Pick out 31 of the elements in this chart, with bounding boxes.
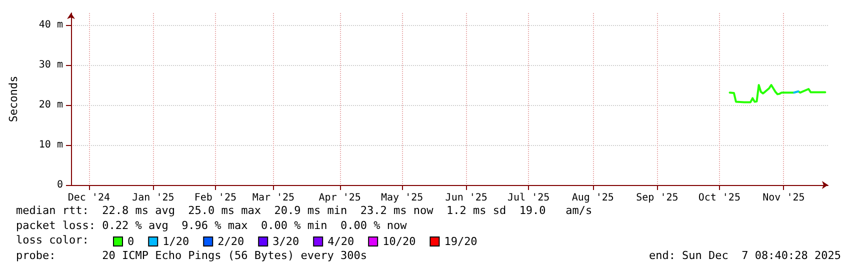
- text: end: Sun Dec 7 08:40:28 2025: [648, 249, 842, 262]
- line-series: [728, 84, 826, 104]
- text: probe: 20 ICMP Echo Pings (56 Bytes) every 300s: [16, 249, 367, 262]
- x-tick-label: May '25: [381, 192, 424, 204]
- y-tick-label: 0: [56, 180, 63, 190]
- legend-title: loss color:: [16, 234, 89, 246]
- x-tick-label: Mar '25: [252, 192, 295, 204]
- y-axis-title: Seconds: [7, 76, 20, 122]
- x-tick-label: Aug '25: [572, 192, 614, 204]
- legend-label: 4/20: [328, 235, 354, 248]
- y-tick-label: 10 m: [38, 140, 63, 150]
- legend-label: 1/20: [162, 235, 190, 248]
- x-tick-label: Jan '25: [132, 192, 174, 204]
- legend-label: 2/20: [218, 235, 244, 248]
- legend-label: 10/20: [382, 235, 416, 248]
- x-tick-label: Feb '25: [194, 192, 237, 204]
- x-tick-label: Apr '25: [318, 192, 361, 204]
- legend-label: 19/20: [444, 235, 478, 248]
- x-tick-label: Dec '24: [68, 192, 110, 204]
- x-tick-label: Oct '25: [698, 192, 740, 204]
- text: packet loss: 0.22 % avg 9.96 % max 0.00 % min 0.00 % now: [16, 219, 408, 232]
- x-tick-label: Nov '25: [762, 192, 805, 204]
- y-tick-label: 20 m: [38, 100, 63, 110]
- y-tick-label: 30 m: [38, 60, 63, 70]
- x-tick-label: Jul '25: [508, 192, 550, 204]
- legend-label: 3/20: [272, 235, 300, 248]
- y-tick-label: 40 m: [38, 20, 63, 30]
- text: median rtt: 22.8 ms avg 25.0 ms max 20.9 ms min 23.2 ms now 1.2 ms sd 19.0 am/s: [16, 204, 592, 217]
- x-tick-label: Jun '25: [445, 192, 488, 204]
- x-tick-label: Sep '25: [636, 192, 678, 204]
- legend-label: 0: [128, 235, 134, 248]
